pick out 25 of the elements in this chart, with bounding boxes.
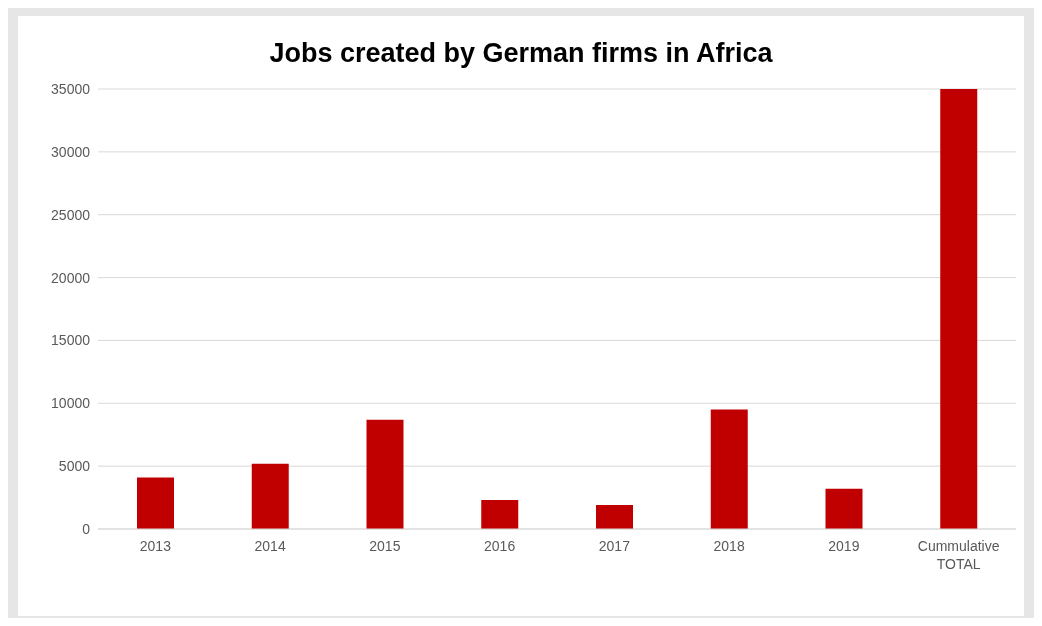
- y-tick-label: 5000: [58, 458, 91, 475]
- bar: [940, 89, 978, 529]
- x-tick-label: Cummulative TOTAL: [917, 538, 1000, 572]
- y-tick-label: 30000: [51, 143, 91, 160]
- x-tick-label: 2016: [484, 538, 516, 554]
- bar: [825, 488, 863, 529]
- bar: [710, 409, 748, 529]
- bar: [596, 505, 633, 529]
- y-tick-label: 20000: [51, 269, 91, 286]
- chart-title: Jobs created by German firms in Africa: [268, 38, 774, 69]
- bar: [251, 463, 289, 529]
- y-tick-label: 0: [82, 520, 91, 537]
- y-tick-label: 25000: [51, 206, 91, 223]
- x-tick-label: 2017: [598, 538, 631, 554]
- bar: [137, 477, 174, 529]
- x-tick-label: 2015: [369, 538, 401, 554]
- x-tick-label: 2018: [713, 538, 745, 554]
- y-tick-label: 10000: [51, 395, 91, 412]
- bar: [481, 500, 519, 529]
- x-tick-label: 2013: [139, 538, 172, 554]
- bar: [366, 419, 404, 529]
- y-tick-label: 35000: [51, 80, 91, 97]
- x-tick-label: 2019: [828, 538, 860, 554]
- y-tick-label: 15000: [51, 332, 91, 349]
- x-tick-label: 2014: [254, 538, 286, 554]
